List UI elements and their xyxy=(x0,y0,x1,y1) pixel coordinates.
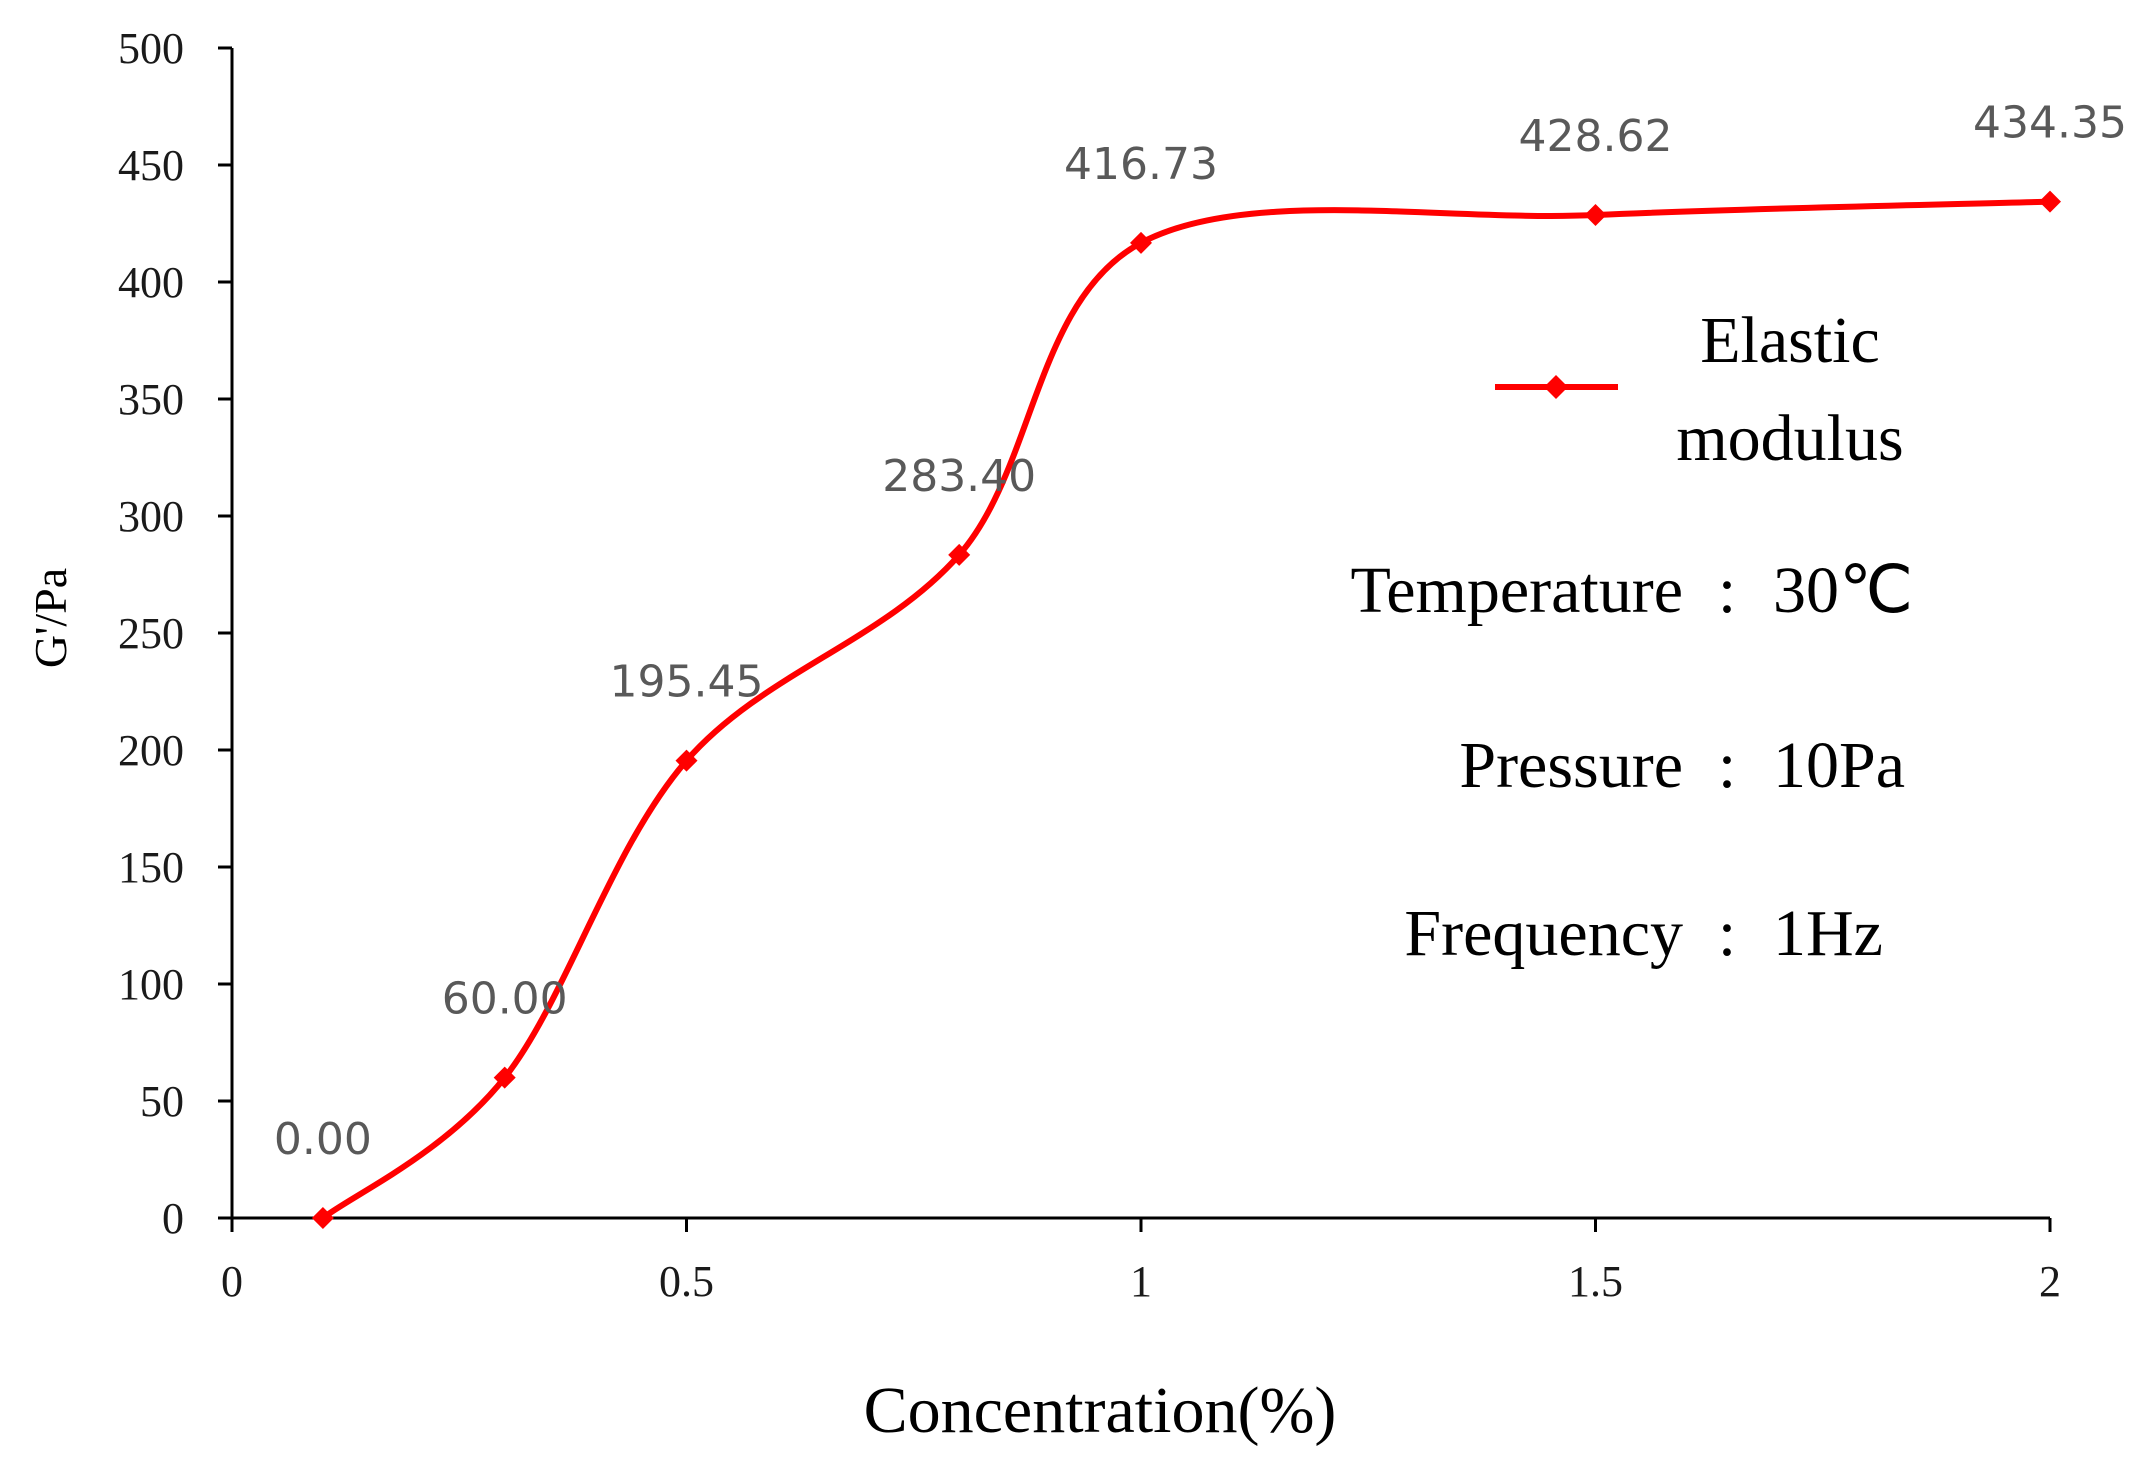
temperature-colon: : xyxy=(1718,554,1736,627)
pressure-value: 10Pa xyxy=(1773,729,1905,802)
y-tick-label: 400 xyxy=(118,258,184,307)
data-point-marker xyxy=(311,1207,334,1229)
temperature-value: 30℃ xyxy=(1773,554,1913,627)
legend: Elastic modulus xyxy=(1495,304,1904,475)
y-axis-title: G'/Pa xyxy=(25,568,76,668)
data-point-label: 434.35 xyxy=(1973,98,2127,149)
legend-label-line1: Elastic xyxy=(1700,304,1880,377)
y-tick-label: 0 xyxy=(162,1194,184,1243)
data-point-marker xyxy=(1584,204,1607,227)
data-point-marker xyxy=(2039,190,2061,213)
temperature-label: Temperature xyxy=(1350,554,1683,627)
x-axis-title: Concentration(%) xyxy=(864,1374,1337,1447)
y-tick-label: 150 xyxy=(118,843,184,892)
x-tick-label: 1.5 xyxy=(1568,1257,1623,1306)
frequency-colon: : xyxy=(1718,897,1736,970)
experiment-conditions: Temperature : 30℃ Pressure : 10Pa Freque… xyxy=(1350,554,1913,970)
y-tick-label: 250 xyxy=(118,609,184,658)
y-tick-label: 300 xyxy=(118,492,184,541)
legend-label-line2: modulus xyxy=(1676,402,1903,475)
legend-marker xyxy=(1544,375,1568,399)
data-point-marker xyxy=(675,749,698,772)
x-tick-label: 2 xyxy=(2039,1257,2061,1306)
frequency-label: Frequency xyxy=(1404,897,1683,970)
data-point-marker xyxy=(948,543,971,566)
pressure-colon: : xyxy=(1718,729,1736,802)
data-point-marker xyxy=(493,1066,516,1089)
y-tick-label: 100 xyxy=(118,960,184,1009)
y-tick-label: 350 xyxy=(118,375,184,424)
frequency-value: 1Hz xyxy=(1773,897,1883,970)
data-point-marker xyxy=(1130,231,1152,254)
data-point-label: 283.40 xyxy=(882,451,1036,502)
x-tick-label: 0.5 xyxy=(659,1257,714,1306)
y-tick-label: 50 xyxy=(140,1077,184,1126)
data-point-label: 195.45 xyxy=(610,657,764,708)
x-tick-label: 0 xyxy=(221,1257,243,1306)
data-point-label: 0.00 xyxy=(274,1114,372,1165)
data-point-label: 428.62 xyxy=(1519,111,1673,162)
elastic-modulus-series-line xyxy=(321,198,2051,1221)
y-tick-label: 450 xyxy=(118,141,184,190)
data-point-label: 416.73 xyxy=(1064,139,1218,190)
pressure-label: Pressure xyxy=(1459,729,1683,802)
data-point-label: 60.00 xyxy=(442,974,568,1025)
y-tick-label: 500 xyxy=(118,24,184,73)
y-tick-label: 200 xyxy=(118,726,184,775)
x-tick-label: 1 xyxy=(1130,1257,1152,1306)
